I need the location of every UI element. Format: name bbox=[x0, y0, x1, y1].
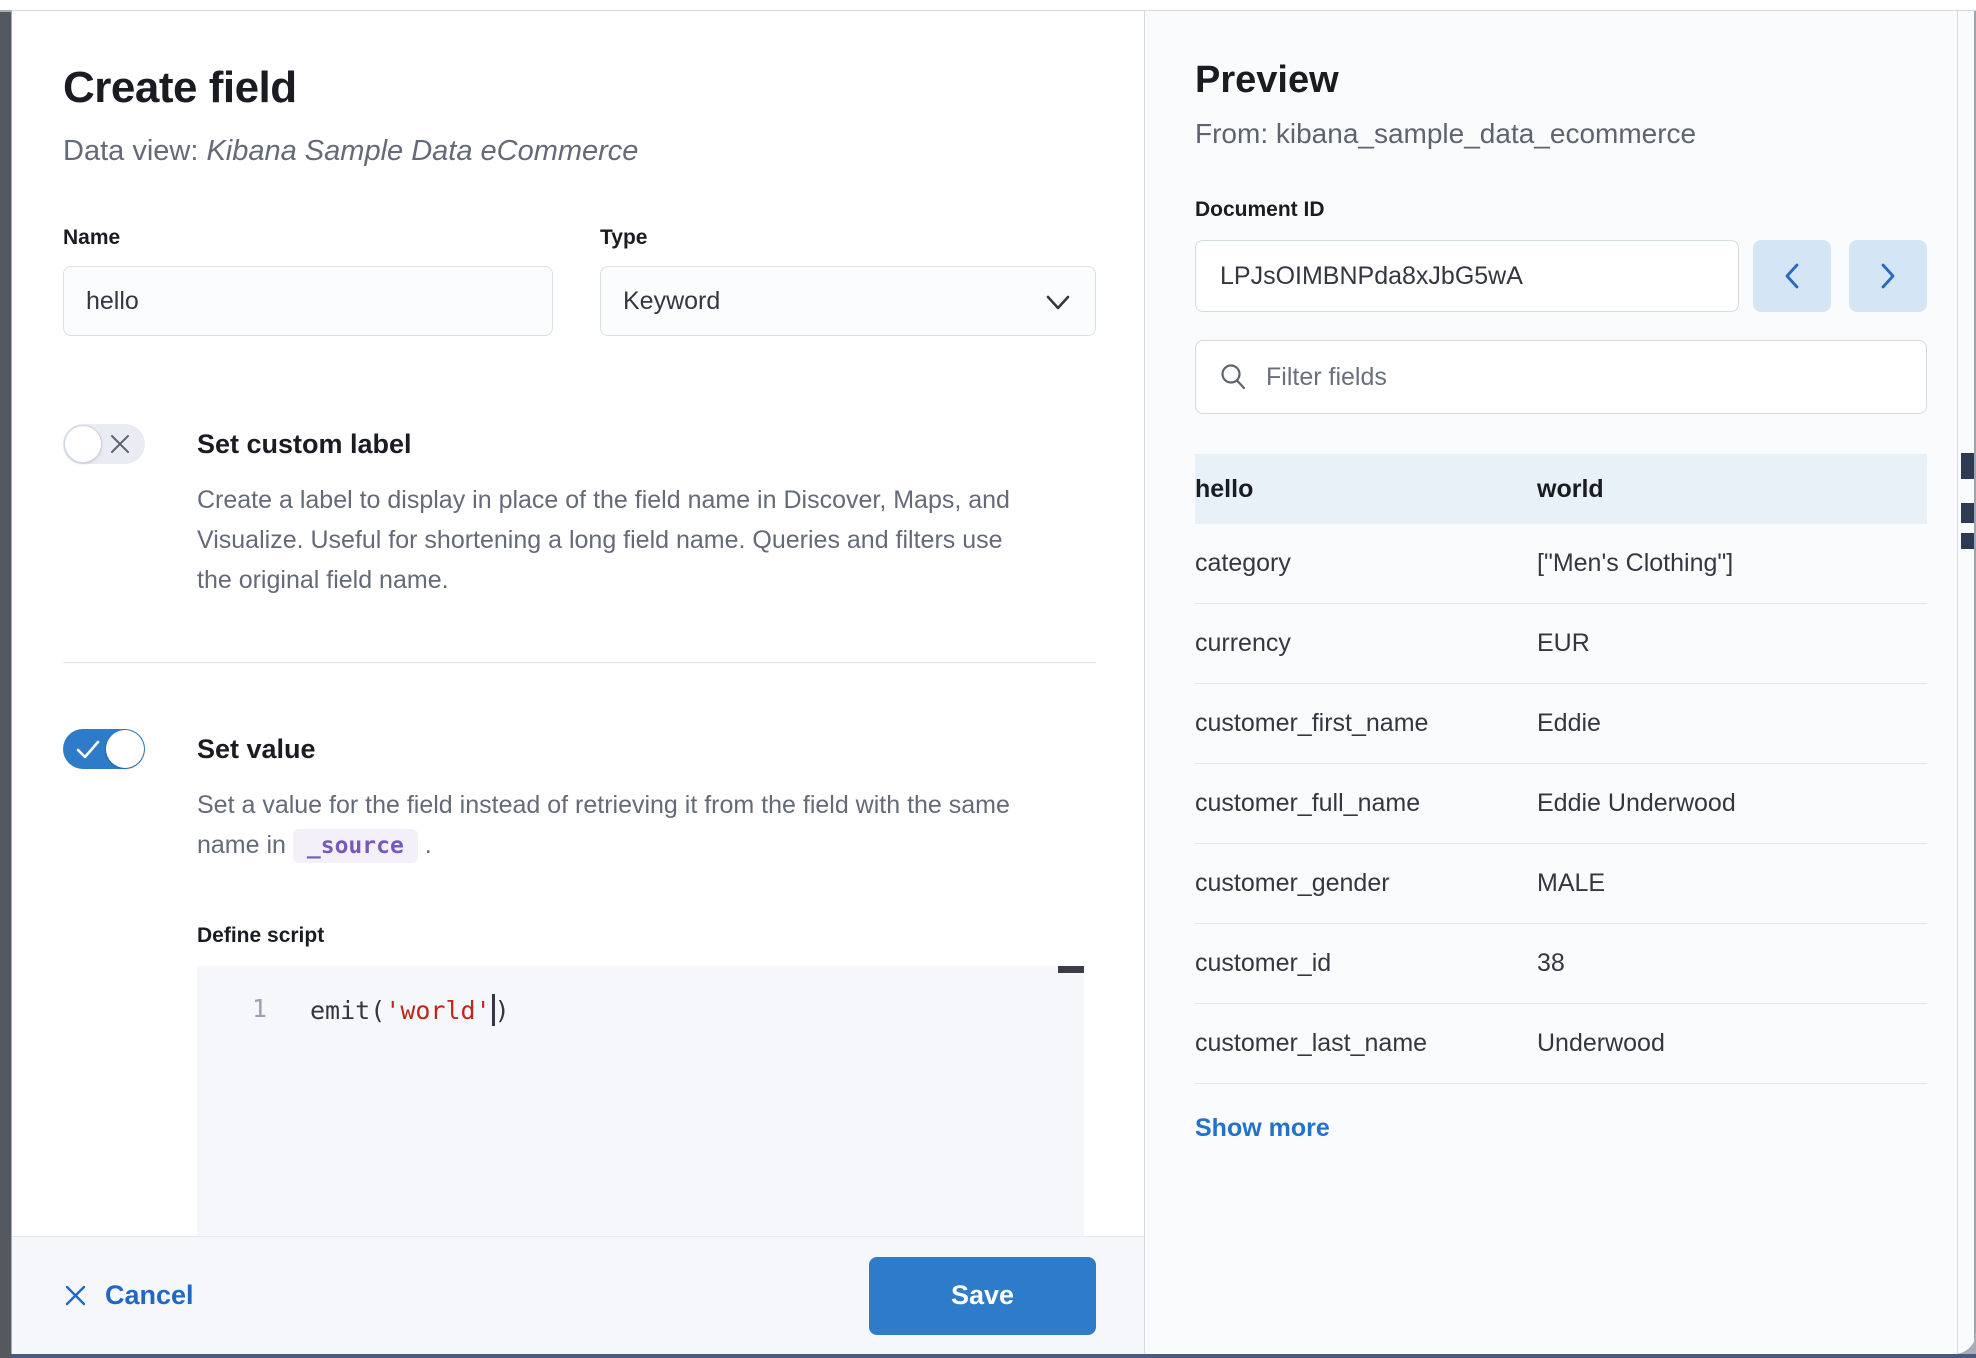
code-line-1: 1 emit('world') bbox=[197, 966, 1084, 1030]
set-value-toggle[interactable] bbox=[63, 729, 145, 769]
field-editor-panel: Create field Data view: Kibana Sample Da… bbox=[12, 11, 1144, 1354]
document-id-label: Document ID bbox=[1195, 198, 1325, 221]
background-page-edge bbox=[0, 12, 11, 1358]
flyout-title: Create field bbox=[63, 63, 297, 112]
toggle-knob bbox=[64, 425, 102, 463]
create-field-flyout: Create field Data view: Kibana Sample Da… bbox=[12, 10, 1976, 1354]
custom-label-content: Set custom label Create a label to displ… bbox=[197, 424, 1042, 600]
field-value-cell: Eddie Underwood bbox=[1537, 789, 1736, 817]
preview-fields-table: hello world category ["Men's Clothing"] … bbox=[1195, 454, 1927, 1143]
close-icon bbox=[65, 1285, 86, 1306]
field-value-cell: Underwood bbox=[1537, 1029, 1665, 1057]
preview-title: Preview bbox=[1195, 59, 1339, 101]
field-value-cell: MALE bbox=[1537, 869, 1606, 897]
table-row: customer_gender MALE bbox=[1195, 844, 1927, 924]
name-type-row: Name Type Keyword bbox=[63, 226, 1096, 336]
field-name-cell: currency bbox=[1195, 629, 1291, 657]
chevron-left-icon bbox=[1785, 263, 1799, 289]
set-value-section: Set value Set a value for the field inst… bbox=[63, 729, 1096, 866]
scrollbar-mark bbox=[1961, 533, 1974, 549]
set-value-title: Set value bbox=[197, 734, 316, 764]
background-bottom-edge bbox=[11, 1354, 1976, 1358]
table-row: category ["Men's Clothing"] bbox=[1195, 524, 1927, 604]
field-name-cell: category bbox=[1195, 549, 1291, 577]
filter-fields-input[interactable] bbox=[1266, 362, 1904, 392]
scrollbar-mark bbox=[1961, 453, 1974, 479]
type-field-block: Type Keyword bbox=[600, 226, 1096, 336]
previous-document-button[interactable] bbox=[1753, 240, 1831, 312]
filter-fields-box bbox=[1195, 340, 1927, 414]
custom-label-description: Create a label to display in place of th… bbox=[197, 486, 1010, 594]
cancel-label: Cancel bbox=[105, 1280, 194, 1310]
preview-table-header-row: hello world bbox=[1195, 454, 1927, 524]
preview-scrollbar[interactable] bbox=[1957, 11, 1976, 1354]
field-value-cell: ["Men's Clothing"] bbox=[1537, 549, 1734, 577]
flyout-footer: Cancel Save bbox=[12, 1236, 1144, 1354]
name-input[interactable] bbox=[63, 266, 553, 336]
type-select[interactable]: Keyword bbox=[600, 266, 1096, 336]
document-id-input[interactable] bbox=[1195, 240, 1739, 312]
custom-label-title: Set custom label bbox=[197, 429, 412, 459]
type-label: Type bbox=[600, 226, 648, 249]
script-code-editor[interactable]: 1 emit('world') bbox=[197, 966, 1084, 1236]
source-code-chip: _source bbox=[292, 829, 418, 863]
cancel-button[interactable]: Cancel bbox=[63, 1280, 194, 1311]
text-caret bbox=[491, 994, 495, 1026]
custom-label-toggle[interactable] bbox=[63, 424, 145, 464]
custom-label-section: Set custom label Create a label to displ… bbox=[63, 424, 1096, 600]
field-name-cell: customer_gender bbox=[1195, 869, 1390, 897]
search-icon bbox=[1221, 364, 1246, 390]
document-id-row bbox=[1195, 240, 1927, 312]
header-value-cell: world bbox=[1537, 474, 1604, 503]
table-row: customer_first_name Eddie bbox=[1195, 684, 1927, 764]
next-document-button[interactable] bbox=[1849, 240, 1927, 312]
name-label: Name bbox=[63, 226, 121, 249]
field-name-cell: customer_last_name bbox=[1195, 1029, 1428, 1057]
code-close: ) bbox=[494, 996, 510, 1025]
code-content: emit('world') bbox=[310, 994, 510, 1030]
data-view-subtitle: Data view: Kibana Sample Data eCommerce bbox=[63, 135, 1096, 168]
field-value-cell: Eddie bbox=[1537, 709, 1601, 737]
define-script-block: Define script 1 emit('world') bbox=[197, 924, 1096, 1236]
field-editor-form: Create field Data view: Kibana Sample Da… bbox=[12, 11, 1144, 1236]
table-row: customer_last_name Underwood bbox=[1195, 1004, 1927, 1084]
chevron-down-icon bbox=[1046, 295, 1070, 310]
data-view-label: Data view: bbox=[63, 135, 207, 167]
save-button[interactable]: Save bbox=[869, 1256, 1096, 1335]
field-name-cell: customer_id bbox=[1195, 949, 1332, 977]
line-number: 1 bbox=[251, 994, 267, 1023]
field-name-cell: customer_full_name bbox=[1195, 789, 1421, 817]
check-icon bbox=[76, 740, 100, 759]
page-top-strip bbox=[0, 0, 1976, 10]
code-fn: emit( bbox=[310, 996, 386, 1025]
set-value-description: Set a value for the field instead of ret… bbox=[197, 785, 1077, 866]
editor-overview-ruler-mark bbox=[1058, 966, 1084, 973]
table-row: currency EUR bbox=[1195, 604, 1927, 684]
name-field-block: Name bbox=[63, 226, 553, 336]
preview-panel: Preview From: kibana_sample_data_ecommer… bbox=[1144, 11, 1976, 1354]
define-script-label: Define script bbox=[197, 924, 325, 947]
set-value-desc-text: Set a value for the field instead of ret… bbox=[197, 791, 1010, 859]
set-value-desc-period: . bbox=[417, 831, 432, 859]
scrollbar-thumb bbox=[1974, 11, 1976, 1354]
data-view-name: Kibana Sample Data eCommerce bbox=[206, 135, 639, 167]
set-value-content: Set value Set a value for the field inst… bbox=[197, 729, 1077, 866]
scrollbar-mark bbox=[1961, 503, 1974, 523]
toggle-knob bbox=[106, 730, 144, 768]
table-row: customer_full_name Eddie Underwood bbox=[1195, 764, 1927, 844]
type-select-value: Keyword bbox=[623, 286, 721, 315]
field-name-cell: customer_first_name bbox=[1195, 709, 1429, 737]
header-field-cell: hello bbox=[1195, 474, 1254, 503]
field-value-cell: 38 bbox=[1537, 949, 1565, 977]
table-row: customer_id 38 bbox=[1195, 924, 1927, 1004]
preview-source: From: kibana_sample_data_ecommerce bbox=[1195, 118, 1697, 149]
chevron-right-icon bbox=[1881, 263, 1895, 289]
x-icon bbox=[111, 435, 129, 453]
field-value-cell: EUR bbox=[1537, 629, 1590, 657]
show-more-link[interactable]: Show more bbox=[1195, 1114, 1330, 1142]
code-string: 'world' bbox=[385, 996, 491, 1025]
section-divider bbox=[63, 662, 1096, 663]
